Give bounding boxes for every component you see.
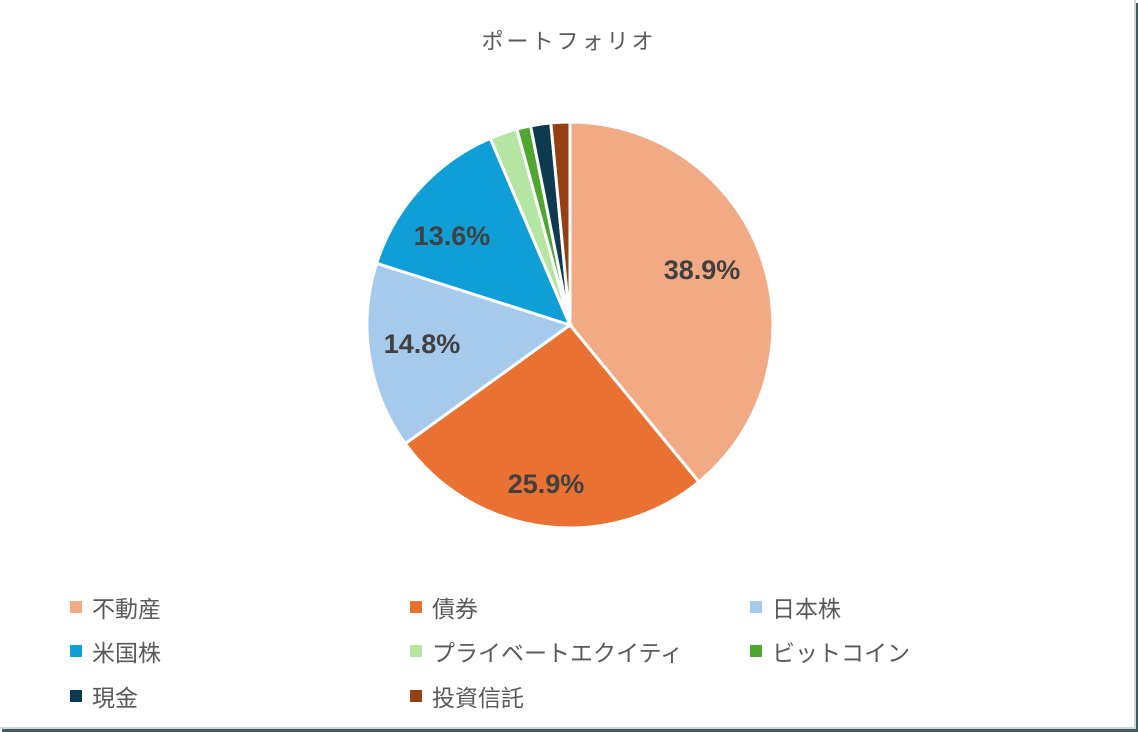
legend-label: プライベートエクイティ — [432, 641, 684, 667]
legend-swatch-icon — [410, 645, 422, 657]
legend-item: 現金 — [70, 679, 138, 713]
legend-item: プライベートエクイティ — [410, 634, 683, 668]
legend-swatch-icon — [410, 690, 422, 702]
legend-label: 日本株 — [772, 597, 841, 623]
legend-swatch-icon — [750, 601, 762, 613]
legend-swatch-icon — [70, 690, 82, 702]
legend-swatch-icon — [750, 645, 762, 657]
legend-label: 投資信託 — [432, 686, 524, 712]
legend-item: 日本株 — [750, 590, 841, 624]
pie-slice — [403, 322, 701, 530]
pie-slice — [549, 120, 572, 326]
legend-item: ビットコイン — [750, 634, 910, 668]
chart-title: ポートフォリオ — [481, 30, 657, 55]
pie-slice — [365, 261, 574, 446]
legend-swatch-icon — [70, 601, 82, 613]
legend-item: 米国株 — [70, 634, 161, 668]
data-label: 38.9% — [664, 255, 741, 285]
pie-slice — [568, 120, 775, 484]
legend-item: 債券 — [410, 590, 478, 624]
data-label: 14.8% — [384, 329, 461, 359]
data-label: 13.6% — [414, 221, 491, 251]
legend-swatch-icon — [70, 645, 82, 657]
legend-label: 債券 — [432, 597, 478, 623]
legend-item: 投資信託 — [410, 679, 524, 713]
pie-slice — [374, 136, 573, 328]
legend-label: 米国株 — [92, 641, 161, 667]
legend-item: 不動産 — [70, 590, 161, 624]
legend-swatch-icon — [410, 601, 422, 613]
legend-label: 現金 — [92, 686, 138, 712]
legend-label: 不動産 — [92, 597, 161, 623]
legend-label: ビットコイン — [772, 641, 910, 667]
data-label: 25.9% — [508, 469, 585, 499]
